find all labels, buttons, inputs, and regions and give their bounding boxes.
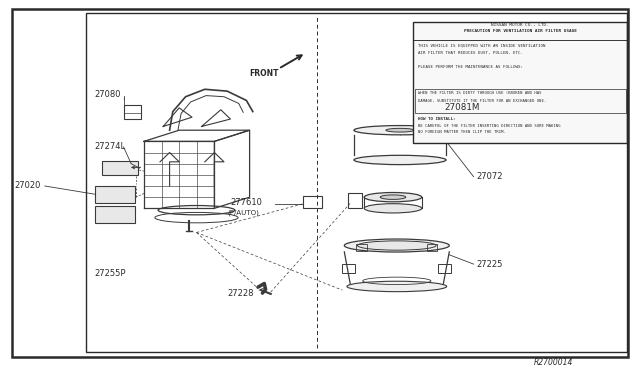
Text: 277610: 277610 [230,198,262,207]
Ellipse shape [344,239,449,252]
Text: 27020: 27020 [14,182,40,190]
Bar [413,22,627,143]
Text: THIS VEHICLE IS EQUIPPED WITH AN INSIDE VENTILATION: THIS VEHICLE IS EQUIPPED WITH AN INSIDE … [418,43,545,47]
Bar [356,244,367,251]
Text: 27255P: 27255P [95,269,126,278]
Bar [102,161,138,175]
Text: WHEN THE FILTER IS DIRTY THROUGH USE (BROKEN AND HAS: WHEN THE FILTER IS DIRTY THROUGH USE (BR… [418,91,541,95]
Bar [342,264,355,273]
Ellipse shape [357,241,436,250]
Bar [303,196,322,208]
Ellipse shape [354,155,446,164]
Bar [95,186,135,203]
Bar [95,206,135,223]
Ellipse shape [364,193,422,202]
Text: (F/AUTO): (F/AUTO) [227,209,259,216]
Bar [86,13,627,352]
Ellipse shape [354,125,446,135]
Text: FRONT: FRONT [250,69,279,78]
Bar [124,105,141,119]
Text: DAMAGE, SUBSTITUTE IT THE FILTER FOR AN EXCHANGED ONE.: DAMAGE, SUBSTITUTE IT THE FILTER FOR AN … [418,99,546,103]
Text: NISSAN MOTOR CO., LTD.: NISSAN MOTOR CO., LTD. [491,23,549,27]
Text: HOW TO INSTALL:: HOW TO INSTALL: [418,117,456,121]
Text: PLEASE PERFORM THE MAINTENANCE AS FOLLOWS:: PLEASE PERFORM THE MAINTENANCE AS FOLLOW… [418,65,523,70]
Bar [438,264,451,273]
Text: 27225: 27225 [477,260,503,269]
Bar [348,193,362,208]
Text: 27080: 27080 [95,90,121,99]
Ellipse shape [380,195,406,199]
Ellipse shape [347,281,447,292]
Text: BE CAREFUL OF THE FILTER INSERTING DIRECTION AND SURE MAKING: BE CAREFUL OF THE FILTER INSERTING DIREC… [418,124,561,128]
Text: AIR FILTER THAT REDUCES DUST, POLLEN, ETC.: AIR FILTER THAT REDUCES DUST, POLLEN, ET… [418,51,523,55]
Bar [413,22,627,40]
Bar [427,244,437,251]
Text: 27081M: 27081M [445,103,480,112]
Text: 27274L: 27274L [95,142,126,151]
Text: NO FOREIGN MATTER THEN CLIP THE TRIM.: NO FOREIGN MATTER THEN CLIP THE TRIM. [418,130,506,134]
Text: 27072: 27072 [477,172,503,181]
Ellipse shape [364,203,422,213]
Text: 27228: 27228 [227,289,253,298]
Text: PRECAUTION FOR VENTILATION AIR FILTER USAGE: PRECAUTION FOR VENTILATION AIR FILTER US… [463,29,577,32]
Ellipse shape [386,128,414,132]
Bar [415,89,626,113]
Text: R2700014: R2700014 [533,358,573,367]
